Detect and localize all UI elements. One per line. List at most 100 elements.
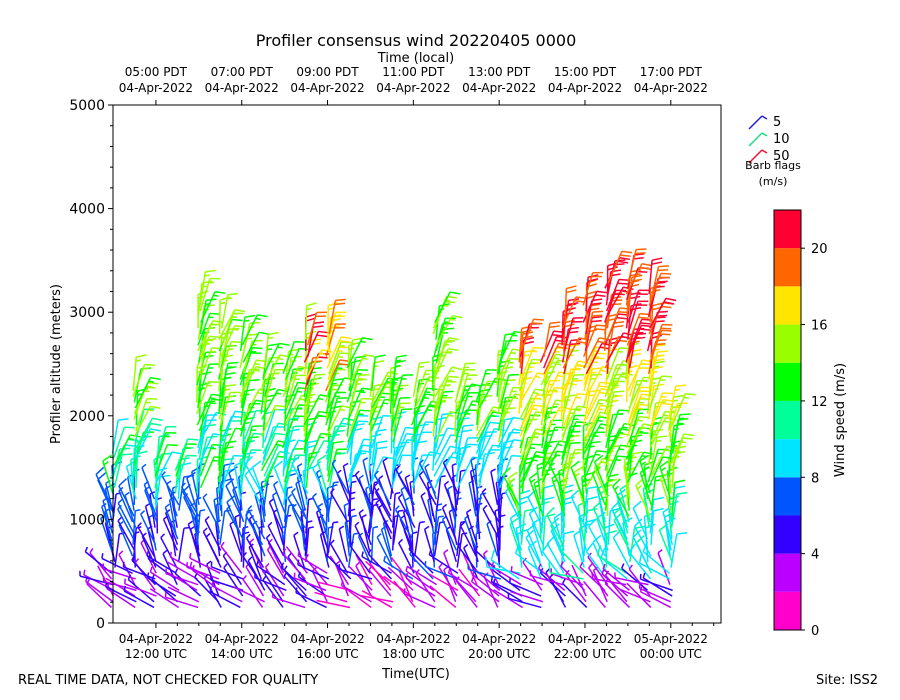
barb-shaft bbox=[211, 566, 244, 580]
barb-shaft bbox=[602, 568, 630, 591]
barb-flag-10 bbox=[338, 362, 349, 366]
wind-barb bbox=[330, 488, 349, 523]
barb-shaft bbox=[499, 393, 516, 426]
barb-flag-5 bbox=[189, 552, 192, 559]
barb-flag-5 bbox=[131, 555, 136, 561]
barb-shaft bbox=[607, 510, 611, 545]
barb-shaft bbox=[563, 317, 574, 352]
wind-barb bbox=[218, 308, 246, 341]
colorbar-bin bbox=[774, 553, 801, 592]
barb-shaft bbox=[502, 474, 520, 506]
barb-shaft bbox=[116, 508, 135, 540]
barb-shaft bbox=[649, 375, 663, 409]
barb-flag-5 bbox=[349, 541, 354, 547]
barb-flag-10 bbox=[586, 290, 597, 295]
barb-shaft bbox=[343, 586, 372, 609]
wind-barb bbox=[481, 488, 500, 523]
barb-shaft bbox=[101, 506, 113, 540]
barb-shaft bbox=[582, 450, 598, 483]
y-tick-label: 3000 bbox=[69, 305, 105, 321]
wind-barb bbox=[490, 468, 499, 506]
barb-shaft bbox=[347, 410, 361, 443]
wind-barb bbox=[304, 348, 333, 380]
barb-shaft bbox=[592, 541, 608, 574]
barb-flag-5 bbox=[358, 509, 364, 514]
wind-barb bbox=[316, 454, 328, 494]
wind-barb bbox=[606, 359, 634, 392]
barb-flag-10 bbox=[678, 417, 689, 421]
wind-barb bbox=[311, 492, 328, 529]
barb-shaft bbox=[540, 399, 557, 432]
wind-barb bbox=[220, 361, 239, 397]
barb-shaft bbox=[526, 530, 541, 563]
barb-shaft bbox=[391, 493, 396, 528]
barb-flag-10 bbox=[119, 447, 131, 450]
barb-shaft bbox=[233, 586, 265, 603]
barb-flag-10 bbox=[485, 556, 488, 568]
barb-flag-5 bbox=[398, 538, 404, 544]
barb-shaft bbox=[458, 568, 481, 597]
wind-barb bbox=[263, 409, 286, 443]
barb-shaft bbox=[493, 589, 523, 609]
wind-barb bbox=[295, 587, 327, 609]
barb-shaft bbox=[650, 392, 664, 426]
barb-shaft bbox=[392, 375, 404, 409]
colorbar-label: Wind speed (m/s) bbox=[833, 363, 848, 477]
barb-flag-10 bbox=[426, 387, 438, 391]
barb-flag-5 bbox=[491, 561, 495, 568]
wind-barb bbox=[529, 570, 564, 586]
wind-barb bbox=[349, 541, 371, 574]
barb-flag-10 bbox=[249, 321, 261, 325]
barb-flag-5 bbox=[202, 527, 208, 533]
wind-barb bbox=[316, 599, 351, 609]
wind-barb bbox=[596, 545, 627, 574]
barb-flag-10 bbox=[313, 321, 325, 325]
barb-shaft bbox=[583, 337, 600, 369]
barb-flag-10 bbox=[546, 451, 557, 455]
wind-barb bbox=[118, 550, 136, 586]
barb-shaft bbox=[349, 545, 371, 574]
barb-shaft bbox=[407, 566, 437, 586]
barb-shaft bbox=[305, 385, 310, 420]
barb-shaft bbox=[221, 312, 234, 346]
barb-shaft bbox=[263, 334, 270, 369]
barb-flag-10 bbox=[544, 496, 555, 501]
barb-flag-10 bbox=[211, 398, 223, 401]
barb-shaft bbox=[543, 342, 560, 375]
wind-barb bbox=[605, 444, 631, 477]
barb-flag-10 bbox=[118, 418, 129, 421]
barb-flag-5 bbox=[255, 317, 261, 321]
barb-flag-10 bbox=[643, 488, 654, 495]
barb-shaft bbox=[242, 410, 257, 443]
barb-flag-5 bbox=[657, 549, 663, 554]
wind-barb bbox=[197, 319, 224, 352]
barb-shaft bbox=[112, 426, 126, 460]
colorbar-bin bbox=[774, 515, 801, 554]
barb-shaft bbox=[499, 419, 506, 454]
top-tick-date: 04-Apr-2022 bbox=[290, 81, 364, 95]
barb-flag-5 bbox=[118, 550, 124, 556]
barb-shaft bbox=[220, 442, 227, 477]
wind-barb bbox=[405, 565, 435, 591]
barb-shaft bbox=[314, 591, 348, 603]
barb-shaft bbox=[426, 482, 434, 517]
barb-flag-10 bbox=[205, 423, 216, 427]
barb-flag-5 bbox=[287, 552, 292, 558]
barb-shaft bbox=[640, 591, 672, 609]
wind-barb bbox=[649, 329, 672, 363]
barb-flag-5 bbox=[165, 509, 171, 514]
barb-shaft bbox=[196, 381, 209, 414]
wind-barb bbox=[350, 438, 375, 471]
barb-shaft bbox=[177, 465, 182, 500]
barb-shaft bbox=[601, 573, 629, 597]
barb-flag-10 bbox=[674, 485, 686, 489]
barb-shaft bbox=[220, 410, 236, 443]
wind-barb bbox=[447, 485, 457, 523]
barb-flag-10 bbox=[489, 421, 501, 425]
wind-barb bbox=[669, 433, 695, 466]
barb-flag-5 bbox=[663, 414, 669, 417]
barb-shaft bbox=[225, 485, 242, 517]
barb-flag-10 bbox=[674, 479, 686, 484]
barb-flag-10 bbox=[306, 421, 317, 427]
wind-barb bbox=[434, 366, 463, 398]
